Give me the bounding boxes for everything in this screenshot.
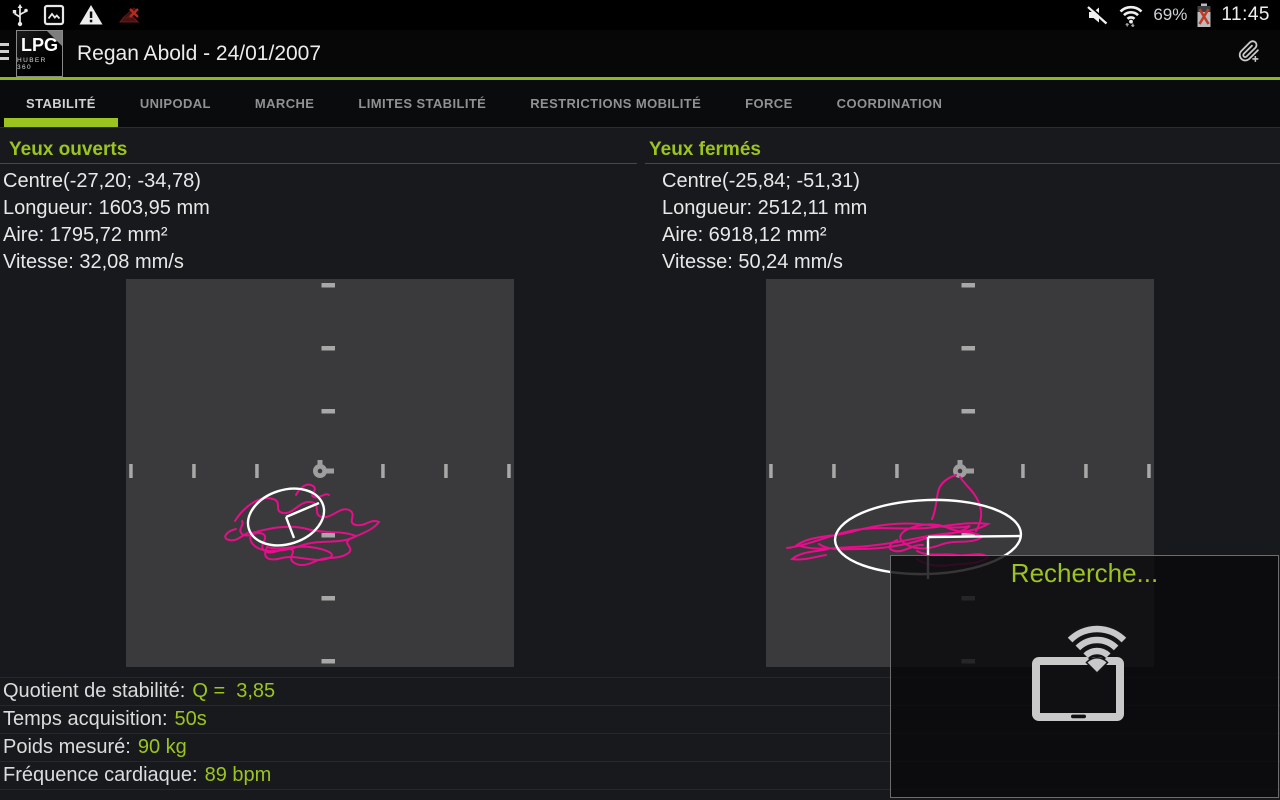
tab-stabilite[interactable]: STABILITÉ xyxy=(4,80,118,127)
screenshot-icon xyxy=(43,4,65,26)
panel-stats: Centre(-25,84; -51,31) Longueur: 2512,11… xyxy=(640,168,1280,276)
page-title: Regan Abold - 24/01/2007 xyxy=(77,41,322,65)
tab-unipodal[interactable]: UNIPODAL xyxy=(139,96,211,111)
tab-coordination[interactable]: COORDINATION xyxy=(836,96,943,111)
stat-longueur: Longueur: 1603,95 mm xyxy=(3,197,210,219)
status-bar-left-icons xyxy=(10,3,142,27)
sway-trace xyxy=(224,483,381,566)
panel-title: Yeux ouverts xyxy=(0,138,637,164)
clock: 11:45 xyxy=(1221,4,1270,25)
stat-aire: Aire: 6918,12 mm² xyxy=(662,224,827,246)
status-bar-right: 69% 11:45 xyxy=(1085,3,1270,28)
panel-eyes-open: Yeux ouverts Centre(-27,20; -34,78) Long… xyxy=(0,128,640,677)
cast-search-icon xyxy=(1031,623,1128,721)
tab-marche[interactable]: MARCHE xyxy=(254,96,315,111)
tab-restrictions-mobilite[interactable]: RESTRICTIONS MOBILITÉ xyxy=(530,96,702,111)
sway-trace xyxy=(786,474,991,567)
tab-force[interactable]: FORCE xyxy=(745,96,793,111)
app-logo[interactable]: LPG HUBER 360 xyxy=(16,30,63,77)
attach-icon[interactable] xyxy=(1232,37,1266,71)
stat-vitesse: Vitesse: 32,08 mm/s xyxy=(3,251,184,273)
search-status-text: Recherche... xyxy=(1010,558,1159,588)
panel-stats: Centre(-27,20; -34,78) Longueur: 1603,95… xyxy=(0,168,640,276)
origin-marker xyxy=(313,460,334,478)
summary-row-poids: Poids mesuré: 90 kg xyxy=(0,733,1280,761)
summary-section: Quotient de stabilité: Q = 3,85 Temps ac… xyxy=(0,677,1280,790)
summary-row-frequence: Fréquence cardiaque: 89 bpm xyxy=(0,761,1280,789)
stabilogram-eyes-open xyxy=(126,279,514,667)
app-bar: LPG HUBER 360 Regan Abold - 24/01/2007 xyxy=(0,30,1280,80)
battery-percent: 69% xyxy=(1153,5,1188,24)
logo-subtext: HUBER 360 xyxy=(17,57,47,71)
device-search-dialog: Recherche... xyxy=(890,555,1279,798)
summary-row-quotient: Quotient de stabilité: Q = 3,85 xyxy=(0,677,1280,705)
sync-error-icon xyxy=(118,7,140,23)
wifi-icon xyxy=(1119,5,1143,27)
warning-icon xyxy=(79,5,103,25)
logo-text: LPG xyxy=(20,35,58,55)
summary-row-temps: Temps acquisition: 50s xyxy=(0,705,1280,733)
menu-icon[interactable] xyxy=(0,43,10,67)
stat-longueur: Longueur: 2512,11 mm xyxy=(662,197,868,219)
mute-icon xyxy=(1087,5,1109,25)
usb-icon xyxy=(12,4,28,27)
confidence-ellipse xyxy=(246,487,326,547)
stat-aire: Aire: 1795,72 mm² xyxy=(3,224,168,246)
stat-centre: Centre(-27,20; -34,78) xyxy=(3,170,201,192)
tab-bar: STABILITÉ UNIPODAL MARCHE LIMITES STABIL… xyxy=(0,80,1280,128)
stat-vitesse: Vitesse: 50,24 mm/s xyxy=(662,251,843,273)
stat-centre: Centre(-25,84; -51,31) xyxy=(662,170,860,192)
status-bar: 69% 11:45 xyxy=(0,0,1280,30)
tab-limites-stabilite[interactable]: LIMITES STABILITÉ xyxy=(358,96,487,111)
battery-unknown-icon xyxy=(1197,3,1211,27)
panel-title: Yeux fermés xyxy=(645,138,1280,164)
